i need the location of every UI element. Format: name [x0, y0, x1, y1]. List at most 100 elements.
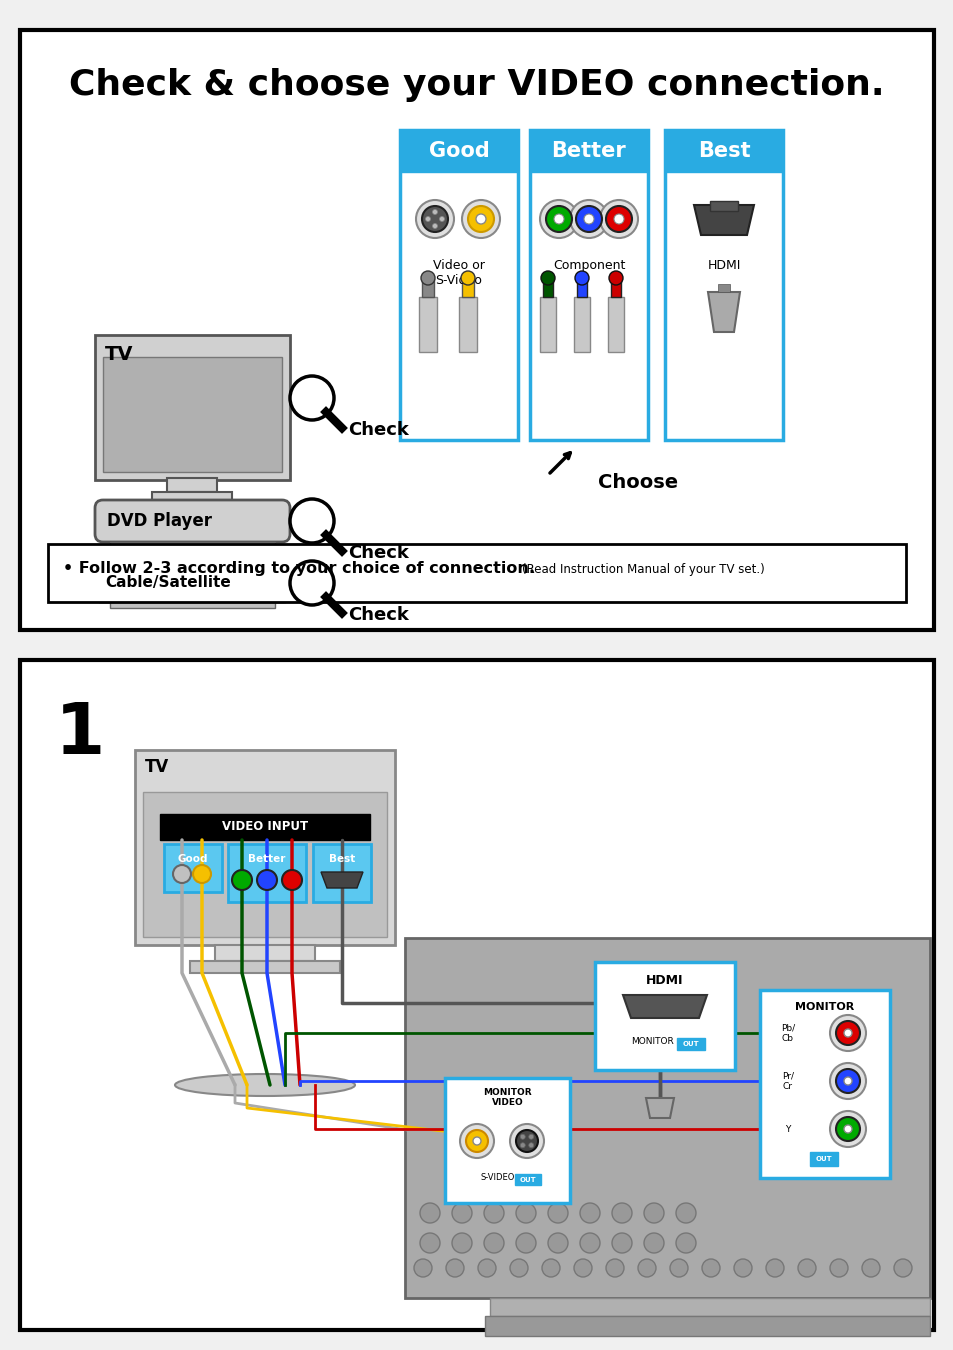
Bar: [95, 335, 290, 481]
Text: Pb/
Cb: Pb/ Cb: [781, 1023, 794, 1042]
Text: OUT: OUT: [519, 1176, 536, 1183]
Bar: [143, 792, 387, 937]
Text: MONITOR
VIDEO: MONITOR VIDEO: [482, 1088, 531, 1107]
Circle shape: [461, 200, 499, 238]
Circle shape: [528, 1142, 533, 1148]
Circle shape: [459, 1125, 494, 1158]
Circle shape: [483, 1203, 503, 1223]
Bar: [490, 1297, 929, 1316]
Bar: [595, 963, 734, 1071]
Circle shape: [545, 207, 572, 232]
Circle shape: [843, 1125, 851, 1133]
Circle shape: [510, 1260, 527, 1277]
Circle shape: [893, 1260, 911, 1277]
Circle shape: [420, 271, 435, 285]
Bar: [577, 279, 586, 297]
Text: Check: Check: [348, 421, 409, 439]
Bar: [677, 1038, 704, 1050]
Circle shape: [835, 1069, 859, 1094]
Circle shape: [608, 271, 622, 285]
Text: Good: Good: [428, 140, 489, 161]
Circle shape: [432, 209, 437, 215]
Circle shape: [829, 1111, 865, 1148]
Bar: [160, 814, 370, 840]
Bar: [418, 297, 436, 352]
Circle shape: [643, 1233, 663, 1253]
Bar: [190, 961, 339, 973]
Bar: [515, 1174, 540, 1185]
Polygon shape: [622, 995, 706, 1018]
Bar: [530, 130, 647, 440]
Text: MONITOR: MONITOR: [795, 1002, 854, 1012]
Text: Pr/
Cr: Pr/ Cr: [781, 1072, 793, 1091]
Circle shape: [516, 1130, 537, 1152]
Bar: [228, 844, 306, 902]
Circle shape: [446, 1260, 463, 1277]
Bar: [542, 279, 553, 297]
Bar: [760, 990, 889, 1179]
Text: Component: Component: [552, 259, 624, 271]
Bar: [574, 297, 589, 352]
Bar: [48, 544, 905, 602]
Polygon shape: [320, 872, 363, 888]
Circle shape: [516, 1233, 536, 1253]
Bar: [421, 279, 434, 297]
Circle shape: [547, 1203, 567, 1223]
Circle shape: [510, 1125, 543, 1158]
Circle shape: [829, 1015, 865, 1052]
Bar: [110, 541, 274, 549]
Bar: [718, 284, 729, 292]
Circle shape: [193, 865, 211, 883]
Circle shape: [835, 1116, 859, 1141]
Text: Best: Best: [697, 140, 749, 161]
Circle shape: [676, 1233, 696, 1253]
Text: MONITOR: MONITOR: [631, 1038, 674, 1046]
Text: (Read Instruction Manual of your TV set.): (Read Instruction Manual of your TV set.…: [521, 563, 764, 575]
Circle shape: [290, 562, 334, 605]
Text: Best: Best: [329, 855, 355, 864]
Circle shape: [256, 869, 276, 890]
Text: 1: 1: [55, 701, 105, 769]
Circle shape: [797, 1260, 815, 1277]
Circle shape: [483, 1233, 503, 1253]
Bar: [530, 130, 647, 171]
Circle shape: [579, 1203, 599, 1223]
Circle shape: [528, 1134, 533, 1139]
Circle shape: [733, 1260, 751, 1277]
Circle shape: [519, 1134, 525, 1139]
Text: DVD Player: DVD Player: [107, 512, 212, 531]
Text: Better: Better: [248, 855, 285, 864]
Bar: [444, 1079, 569, 1203]
Bar: [607, 297, 623, 352]
Bar: [399, 130, 517, 440]
Text: Cable/Satellite: Cable/Satellite: [105, 575, 231, 590]
Circle shape: [605, 1260, 623, 1277]
Circle shape: [605, 207, 631, 232]
Circle shape: [419, 1203, 439, 1223]
Circle shape: [539, 200, 578, 238]
Bar: [313, 844, 371, 902]
Circle shape: [599, 200, 638, 238]
Text: Check: Check: [348, 544, 409, 562]
Circle shape: [829, 1260, 847, 1277]
Bar: [135, 751, 395, 945]
Circle shape: [290, 377, 334, 420]
Circle shape: [541, 1260, 559, 1277]
Text: Check: Check: [348, 606, 409, 624]
Bar: [164, 844, 222, 892]
Text: OUT: OUT: [815, 1156, 831, 1162]
Bar: [458, 297, 476, 352]
Text: Choose: Choose: [598, 472, 678, 491]
Circle shape: [282, 869, 302, 890]
Circle shape: [614, 215, 623, 224]
Ellipse shape: [174, 1075, 355, 1096]
Circle shape: [540, 271, 555, 285]
Bar: [103, 356, 282, 472]
Bar: [20, 660, 933, 1330]
Text: TV: TV: [105, 346, 133, 365]
Circle shape: [843, 1029, 851, 1037]
Circle shape: [547, 1233, 567, 1253]
Text: Good: Good: [177, 855, 208, 864]
Text: TV: TV: [145, 757, 169, 776]
Circle shape: [516, 1203, 536, 1223]
